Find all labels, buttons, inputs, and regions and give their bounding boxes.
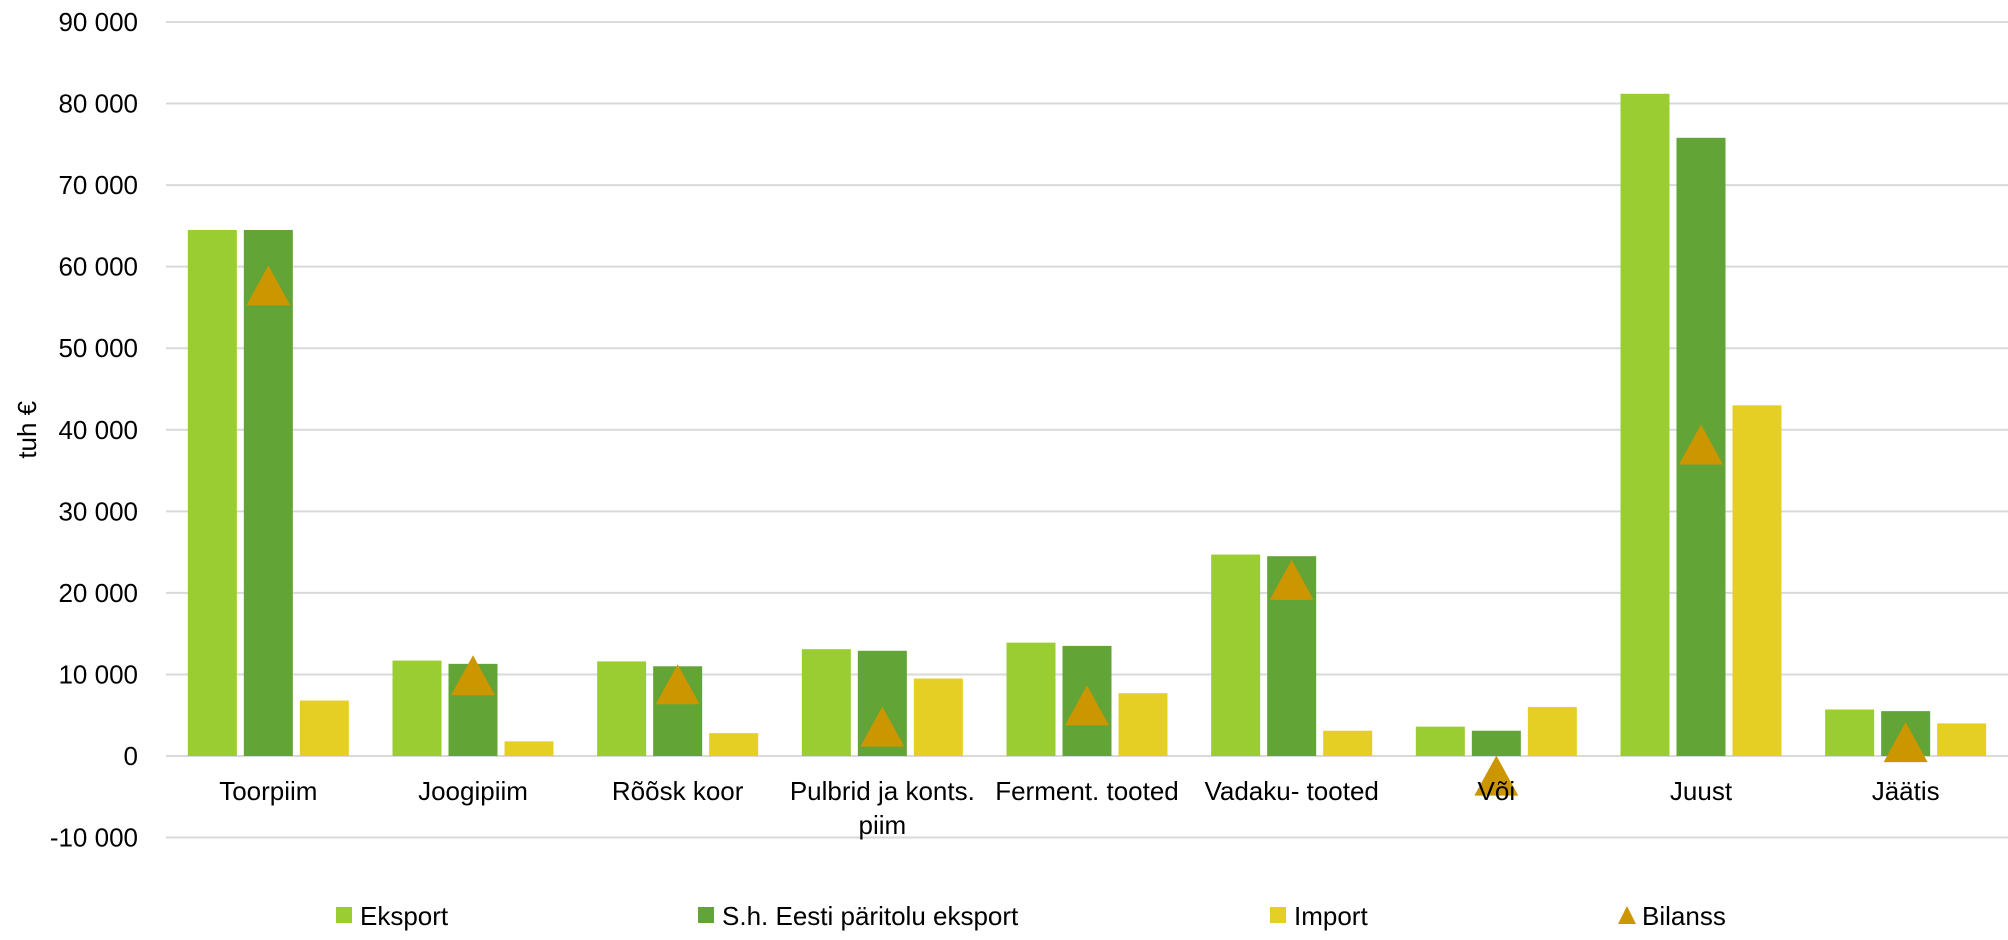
bar-import [299,700,349,756]
category-label: Ferment. tooted [995,776,1179,806]
category-label: Joogipiim [418,776,528,806]
category-label: Pulbrid ja konts. piim [790,776,975,840]
legend-swatch-s-h-eesti-p-ritolu-eksport [698,907,714,923]
bilanss-markers [246,265,1928,796]
bar-import [709,733,759,756]
bilanss-marker [860,706,905,747]
legend-label-import: Import [1294,901,1368,931]
y-tick-label: 90 000 [58,7,138,37]
y-axis-ticks: -10 000 0 10 000 20 000 30 000 40 000 50 000 60… [50,7,138,853]
bars [187,93,1987,756]
bar-eksport [597,661,647,756]
bilanss-marker [451,655,495,696]
bar-eksport [1620,93,1670,756]
bilanss-marker [1269,559,1314,600]
legend-label-s-h-eesti-p-ritolu-eksport: S.h. Eesti päritolu eksport [722,901,1019,931]
y-tick-label: 10 000 [58,659,138,689]
category-labels: Toorpiim Joogipiim Rõõsk koor Pulbrid ja ko… [219,776,1939,840]
legend-label-eksport: Eksport [360,901,449,931]
bilanss-marker [1474,755,1519,796]
category-label: Vadaku- tooted [1204,776,1378,806]
y-tick-label: 80 000 [58,89,138,119]
bar-eksport [1825,709,1875,756]
bar-eksport [1006,642,1056,756]
bar-import [1118,693,1168,756]
y-tick-label: 20 000 [58,578,138,608]
bar-import [1323,730,1373,756]
bar-s-h-eesti-p-ritolu-eksport [243,229,293,756]
bar-eksport [392,660,442,756]
bar-s-h-eesti-p-ritolu-eksport [1471,730,1521,756]
category-label: Toorpiim [219,776,317,806]
bar-eksport [1211,554,1261,756]
bar-import [504,741,554,756]
bar-eksport [1415,726,1465,756]
legend: Eksport S.h. Eesti päritolu eksport Import… [336,901,1726,931]
legend-label-bilanss: Bilanss [1642,901,1726,931]
y-tick-label: 0 [124,741,138,771]
bilanss-marker [655,664,700,705]
legend-swatch-import [1270,907,1286,923]
y-tick-label: -10 000 [50,823,138,853]
category-label: Või [1478,776,1516,806]
category-label: Juust [1670,776,1733,806]
category-label: Jäätis [1872,776,1940,806]
bar-import [1937,723,1987,756]
bar-eksport [801,649,851,756]
bilanss-marker [246,265,291,306]
legend-swatch-eksport [336,907,352,923]
y-tick-label: 60 000 [58,252,138,282]
bar-import [1527,707,1577,756]
y-axis-label: tuh € [12,400,42,458]
y-tick-label: 40 000 [58,415,138,445]
bilanss-marker [1679,424,1723,465]
bilanss-marker [1883,722,1928,763]
bar-eksport [187,229,237,756]
bilanss-marker [1065,685,1109,726]
category-label: Rõõsk koor [612,776,744,806]
y-tick-label: 30 000 [58,496,138,526]
y-tick-label: 50 000 [58,333,138,363]
bar-import [913,678,963,756]
legend-swatch-bilanss [1618,906,1636,924]
y-tick-label: 70 000 [58,170,138,200]
bar-import [1732,405,1782,756]
